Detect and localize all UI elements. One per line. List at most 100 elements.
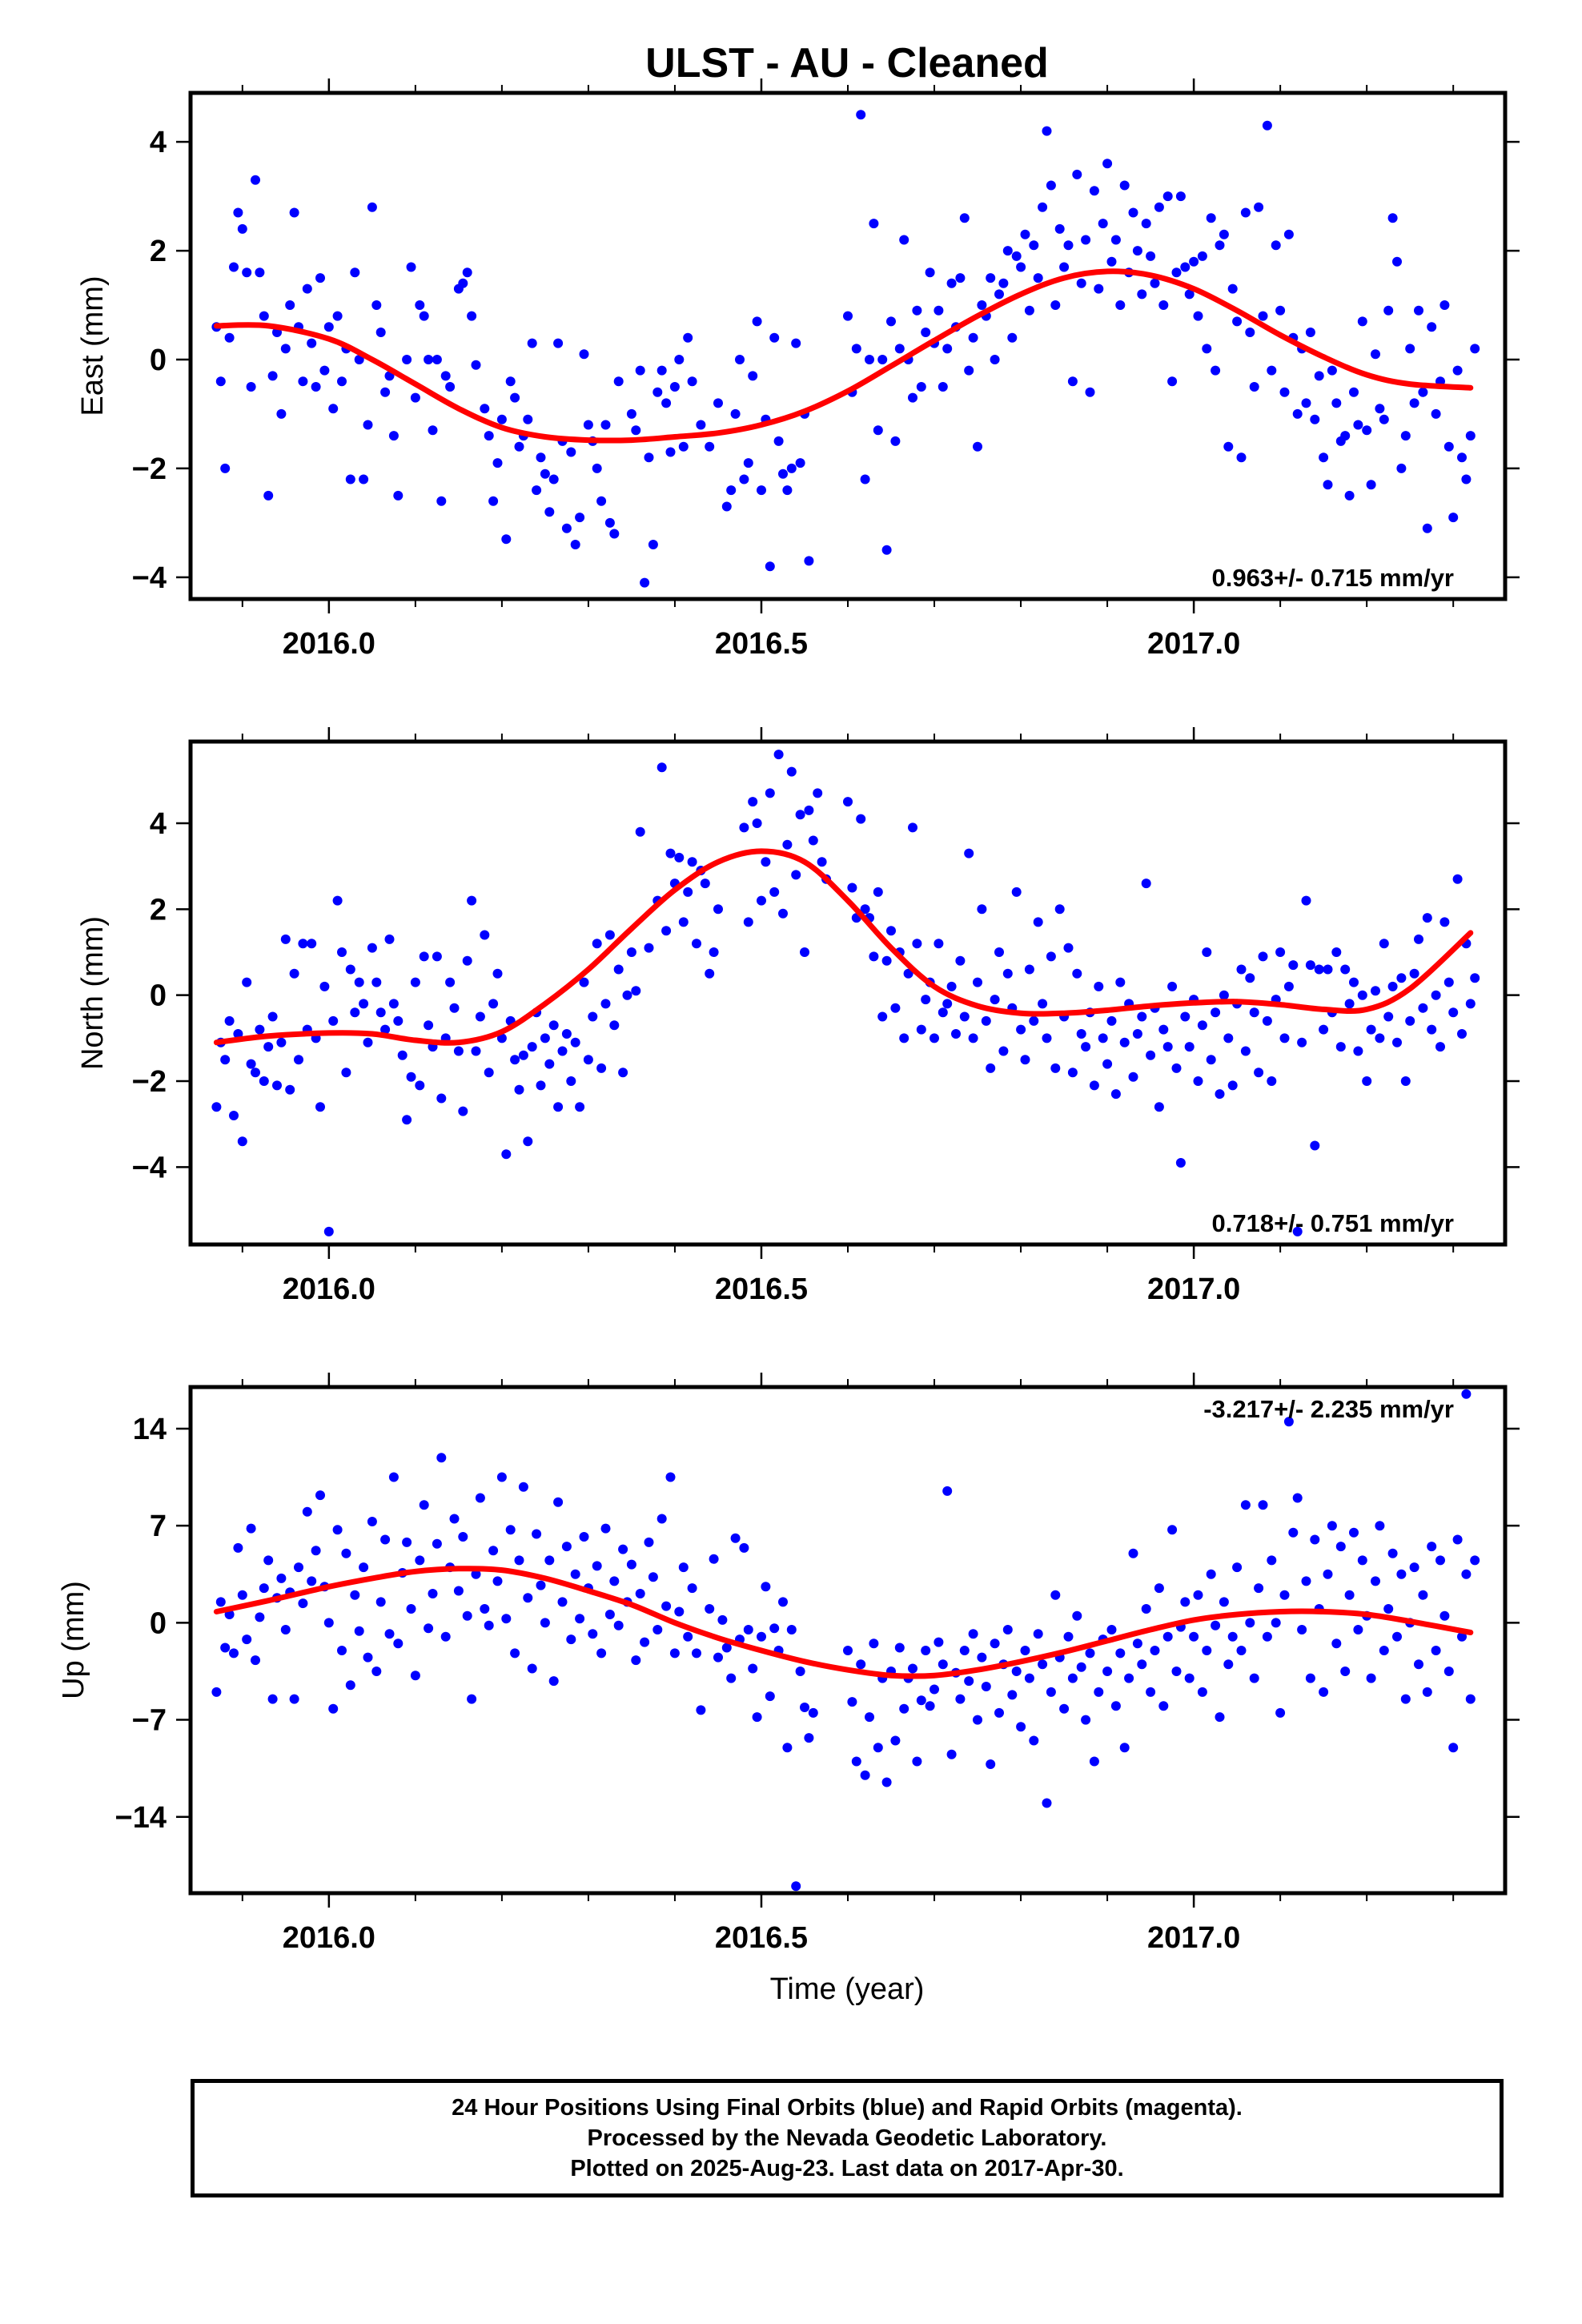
data-point xyxy=(782,485,793,496)
data-point xyxy=(319,981,330,991)
data-point xyxy=(847,883,857,893)
data-point xyxy=(1007,1690,1018,1700)
y-tick-label: 14 xyxy=(133,1413,167,1446)
data-point xyxy=(912,1756,922,1767)
data-point xyxy=(955,955,966,966)
data-point xyxy=(588,1629,598,1639)
data-point xyxy=(436,496,447,506)
data-point xyxy=(1400,1694,1411,1704)
data-point xyxy=(1189,1631,1199,1642)
data-point xyxy=(851,344,861,354)
data-point xyxy=(912,305,922,316)
data-point xyxy=(1405,1015,1415,1026)
data-point xyxy=(1171,1063,1182,1073)
data-point xyxy=(328,404,339,414)
data-point xyxy=(1227,1631,1238,1642)
data-point xyxy=(1240,1500,1251,1510)
data-point xyxy=(1038,1659,1048,1670)
data-point xyxy=(609,1576,620,1586)
data-point xyxy=(251,175,260,185)
data-point xyxy=(251,1655,260,1666)
data-point xyxy=(480,1604,490,1614)
data-point xyxy=(1046,1687,1056,1697)
data-point xyxy=(782,1743,793,1753)
data-point xyxy=(419,1500,429,1510)
data-point xyxy=(1072,169,1082,179)
data-point xyxy=(1158,1024,1169,1035)
data-point xyxy=(769,887,780,897)
data-point xyxy=(674,1606,685,1617)
data-point xyxy=(946,1749,957,1759)
data-point xyxy=(626,947,636,957)
data-point xyxy=(1422,523,1432,533)
data-point xyxy=(1375,1033,1385,1043)
data-point xyxy=(1236,1646,1247,1655)
data-point xyxy=(600,999,611,1009)
data-point xyxy=(1167,981,1178,991)
data-point xyxy=(648,540,658,549)
data-point xyxy=(942,344,953,354)
data-point xyxy=(1054,223,1065,234)
data-point xyxy=(246,1059,256,1069)
data-point xyxy=(709,1554,719,1564)
data-point xyxy=(604,1610,615,1619)
panel-east: 2016.0 2016.5 2017.0 −4 −2 0 2 4 East (mm) 0.963+… xyxy=(76,78,1520,661)
data-point xyxy=(795,810,805,820)
x-tick-label: 2016.5 xyxy=(715,627,808,661)
data-point xyxy=(661,1601,672,1611)
data-point xyxy=(1020,1055,1030,1065)
data-point xyxy=(350,1007,360,1018)
data-point xyxy=(337,376,347,387)
data-point xyxy=(311,382,321,392)
data-point xyxy=(575,1102,585,1112)
data-point xyxy=(761,1582,771,1592)
data-point xyxy=(393,1015,404,1026)
data-point xyxy=(856,110,866,120)
data-point xyxy=(1215,240,1225,251)
data-point xyxy=(669,382,680,392)
data-point xyxy=(1011,1667,1022,1676)
data-point xyxy=(540,1618,550,1628)
data-point xyxy=(1344,490,1355,501)
data-point xyxy=(354,977,364,987)
data-point xyxy=(765,561,775,572)
data-point xyxy=(583,420,593,430)
data-point xyxy=(1193,311,1203,321)
data-point xyxy=(1383,1604,1394,1614)
data-point xyxy=(1275,947,1286,957)
data-point xyxy=(462,955,472,966)
data-point xyxy=(501,1149,512,1160)
data-point xyxy=(388,431,399,441)
y-tick-label: −14 xyxy=(115,1801,167,1835)
data-point xyxy=(566,1634,576,1645)
data-point xyxy=(977,300,987,310)
data-point xyxy=(1046,180,1056,191)
data-point xyxy=(1357,1555,1367,1566)
data-point xyxy=(1371,349,1380,360)
data-point xyxy=(1319,1687,1329,1697)
rate-annotation: 0.718+/- 0.751 mm/yr xyxy=(1212,1209,1454,1237)
data-point xyxy=(1094,1687,1104,1697)
data-point xyxy=(467,1694,477,1704)
data-point xyxy=(692,1648,701,1659)
data-point xyxy=(644,1537,654,1547)
plot-frame xyxy=(188,90,1508,601)
data-point xyxy=(757,895,766,906)
data-point xyxy=(566,1076,576,1086)
data-point xyxy=(1197,251,1207,261)
data-point xyxy=(475,1011,485,1022)
data-point xyxy=(1279,1033,1290,1043)
data-point xyxy=(332,311,343,321)
data-point xyxy=(323,322,334,332)
plot-frame xyxy=(188,1385,1508,1896)
data-point xyxy=(877,355,888,364)
data-point xyxy=(596,496,607,506)
data-point xyxy=(467,311,477,321)
data-point xyxy=(1206,213,1216,223)
data-point xyxy=(808,835,818,846)
data-point xyxy=(1353,1625,1363,1634)
data-point xyxy=(1038,202,1048,212)
panel-up: 2016.0 2016.5 2017.0 −14 −7 0 7 14 Up (mm) -3.217… xyxy=(57,1373,1520,1955)
data-point xyxy=(315,1490,325,1501)
x-tick-label: 2016.0 xyxy=(283,1273,375,1306)
